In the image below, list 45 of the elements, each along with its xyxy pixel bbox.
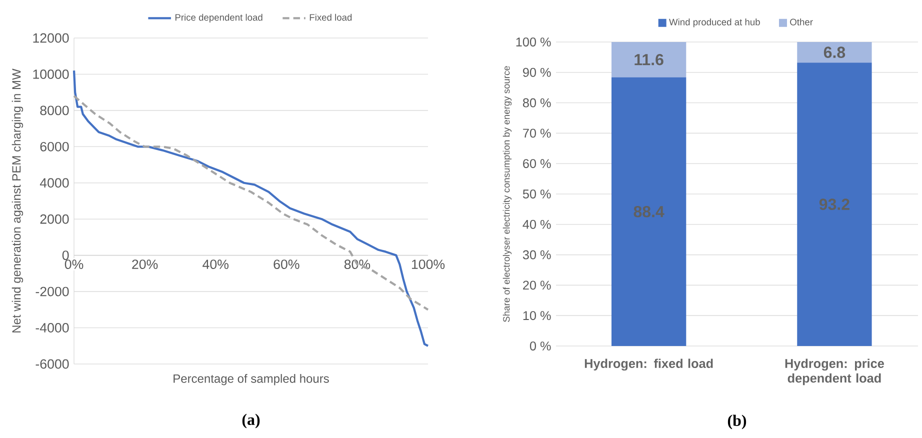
y-tick-label: 80 % bbox=[522, 98, 551, 108]
y-tick-label: 90 % bbox=[523, 68, 551, 77]
y-tick-label: 100 % bbox=[516, 38, 551, 46]
bar bbox=[611, 42, 686, 78]
y-tick-label: 2000 bbox=[40, 214, 69, 224]
data-label: 11.6 bbox=[634, 54, 664, 66]
y-tick-label: 12000 bbox=[33, 33, 69, 43]
y-tick-label: 60 % bbox=[523, 159, 551, 168]
bar bbox=[611, 77, 686, 346]
legend-label: Fixed load bbox=[310, 14, 352, 21]
y-tick-label: 0 % bbox=[530, 342, 551, 350]
text: (b) bbox=[728, 414, 746, 430]
legend-label: Price dependent load bbox=[175, 14, 262, 23]
y-tick-label: 4000 bbox=[40, 178, 69, 188]
y-tick-label: 40 % bbox=[522, 220, 551, 229]
legend-label: Other bbox=[790, 18, 813, 26]
y-tick-label: 8000 bbox=[40, 106, 69, 116]
x-tick-label: 60% bbox=[274, 260, 300, 270]
y-tick-label: 0 bbox=[62, 250, 69, 260]
y-tick-label: 50 % bbox=[522, 190, 551, 198]
y-tick-label: 30 % bbox=[522, 250, 551, 260]
y-tick-label: 20 % bbox=[523, 280, 551, 290]
y-tick-label: 10000 bbox=[33, 70, 69, 79]
x-tick-label: 100% bbox=[412, 260, 445, 270]
bar bbox=[797, 42, 872, 63]
x-tick-label: 20% bbox=[132, 260, 158, 270]
x-axis-title: Percentage of sampled hours bbox=[174, 374, 329, 386]
x-tick-label: Hydrogen: price dependent load bbox=[785, 358, 884, 386]
x-tick-label: 0% bbox=[64, 260, 84, 270]
y-tick-label: 6000 bbox=[40, 142, 69, 152]
y-tick-label: -4000 bbox=[36, 323, 69, 332]
x-tick-label: Hydrogen: fixed load bbox=[584, 358, 713, 371]
y-tick-label: 10 % bbox=[523, 311, 551, 320]
data-label: 6.8 bbox=[824, 46, 846, 58]
legend-label: Wind produced at hub bbox=[669, 18, 760, 28]
y-axis-title: Net wind generation against PEM charging in MW bbox=[12, 68, 24, 332]
y-axis-title: Share of electrolyser electricity consumption by energy source bbox=[502, 66, 512, 322]
data-label: 88.4 bbox=[634, 206, 664, 218]
y-tick-label: 70 % bbox=[523, 128, 551, 138]
bar bbox=[797, 62, 872, 346]
x-tick-label: 40% bbox=[202, 260, 228, 270]
data-label: 93.2 bbox=[819, 198, 850, 210]
y-tick-label: -2000 bbox=[36, 286, 69, 296]
text: (a) bbox=[242, 414, 260, 428]
y-tick-label: -6000 bbox=[36, 359, 69, 369]
